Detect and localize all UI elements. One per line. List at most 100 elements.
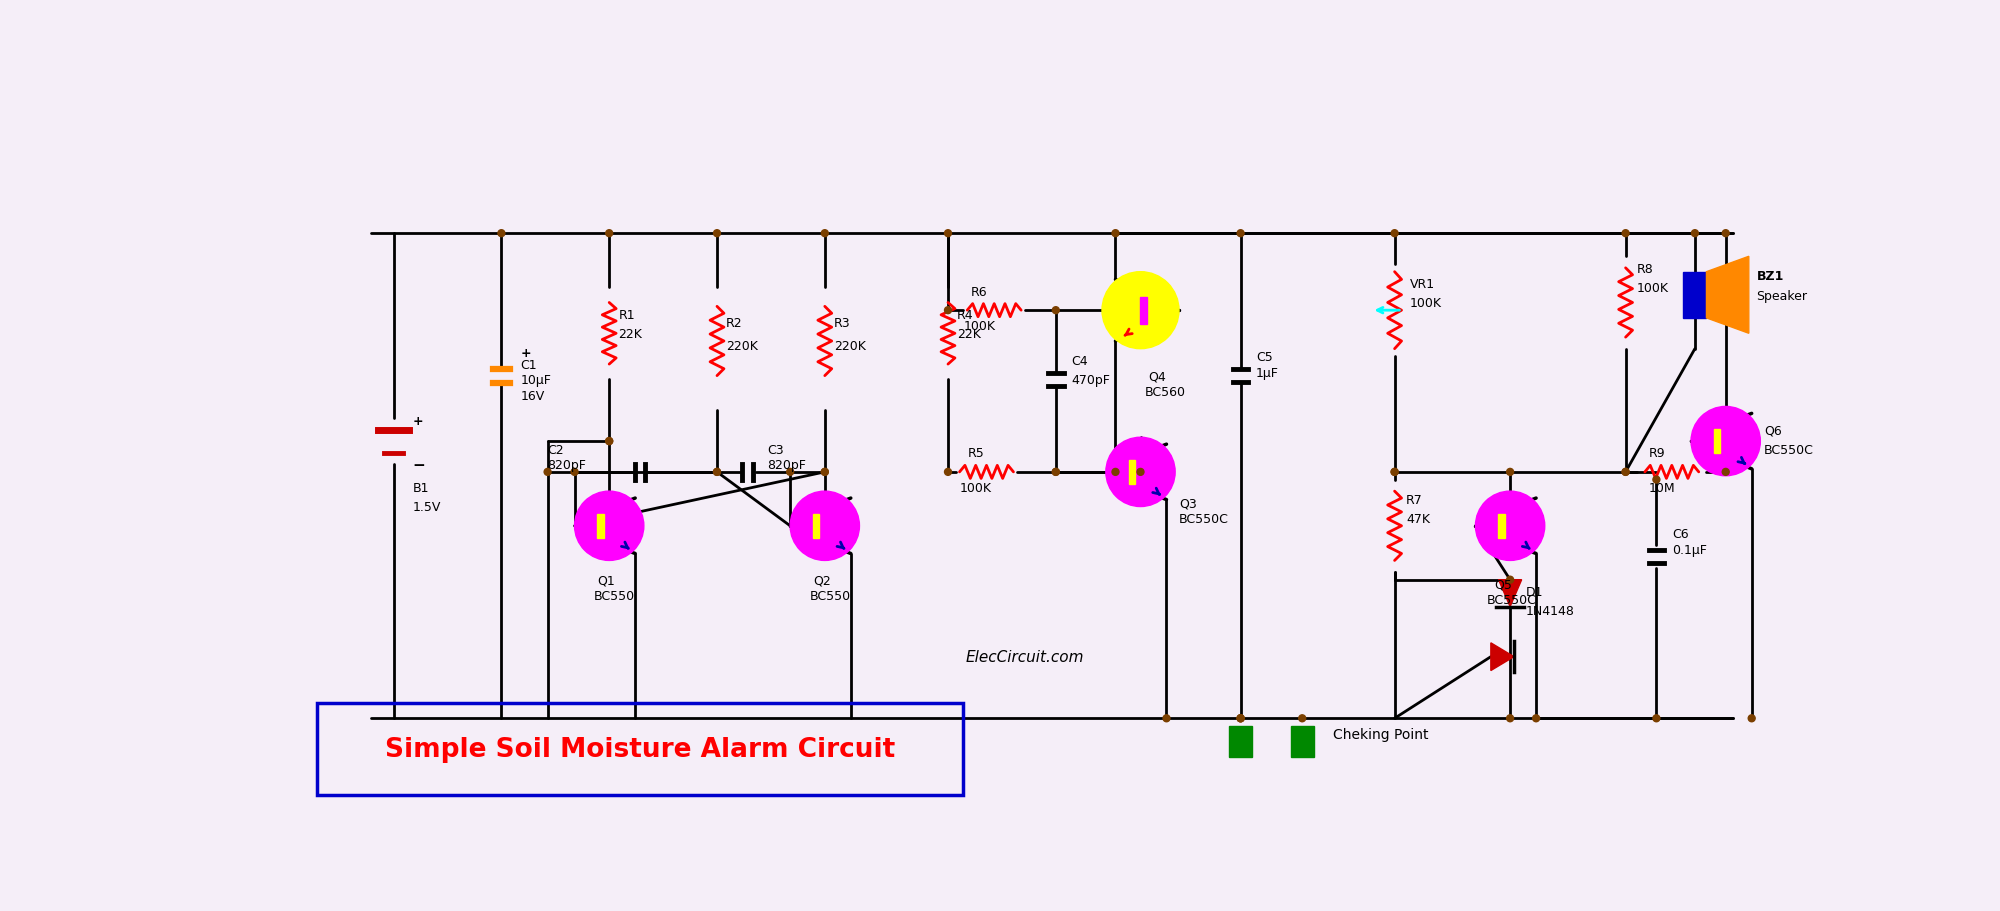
Text: Cheking Point: Cheking Point <box>1332 727 1428 741</box>
Circle shape <box>498 230 504 238</box>
Text: Q6: Q6 <box>1764 424 1782 437</box>
Ellipse shape <box>1102 272 1180 349</box>
Text: C5: C5 <box>1256 351 1272 363</box>
Text: B1: B1 <box>412 482 430 495</box>
Circle shape <box>1622 469 1630 476</box>
Text: BC550: BC550 <box>810 589 850 602</box>
Circle shape <box>1164 715 1170 722</box>
Text: Q2: Q2 <box>814 574 832 587</box>
Text: R9: R9 <box>1648 447 1666 460</box>
Circle shape <box>1112 230 1118 238</box>
Text: R3: R3 <box>834 316 850 329</box>
Text: C6: C6 <box>1672 527 1688 541</box>
Text: 100K: 100K <box>1410 297 1442 310</box>
Text: C3: C3 <box>768 443 784 456</box>
Bar <box>1128 460 1134 485</box>
Circle shape <box>786 469 794 476</box>
Text: 220K: 220K <box>834 339 866 353</box>
Text: 820pF: 820pF <box>768 458 806 472</box>
Text: R4: R4 <box>958 309 974 322</box>
Text: 820pF: 820pF <box>548 458 586 472</box>
Ellipse shape <box>1476 492 1544 561</box>
Circle shape <box>1298 715 1306 722</box>
Text: 1μF: 1μF <box>1256 366 1278 379</box>
Text: Simple Soil Moisture Alarm Circuit: Simple Soil Moisture Alarm Circuit <box>384 736 896 763</box>
Text: 100K: 100K <box>964 320 996 333</box>
Circle shape <box>606 230 612 238</box>
Circle shape <box>1238 230 1244 238</box>
Text: R6: R6 <box>972 285 988 299</box>
Text: 16V: 16V <box>520 389 544 403</box>
Circle shape <box>1238 715 1244 722</box>
Circle shape <box>1392 469 1398 476</box>
Bar <box>1140 297 1146 324</box>
Text: BC550C: BC550C <box>1764 443 1814 456</box>
Polygon shape <box>1706 257 1748 334</box>
Text: D1: D1 <box>1526 586 1544 599</box>
Text: Q1: Q1 <box>598 574 616 587</box>
Text: Q5: Q5 <box>1494 578 1512 590</box>
Circle shape <box>1748 715 1756 722</box>
Circle shape <box>822 469 828 476</box>
Text: ElecCircuit.com: ElecCircuit.com <box>966 650 1084 664</box>
Text: R2: R2 <box>726 316 742 329</box>
Circle shape <box>1622 230 1630 238</box>
Circle shape <box>1138 469 1144 476</box>
Circle shape <box>1622 469 1630 476</box>
Circle shape <box>606 438 612 445</box>
Text: BC560: BC560 <box>1144 385 1186 398</box>
Circle shape <box>1238 715 1244 722</box>
Circle shape <box>714 230 720 238</box>
Circle shape <box>1692 230 1698 238</box>
Text: R7: R7 <box>1406 493 1422 507</box>
Circle shape <box>544 469 552 476</box>
Text: Speaker: Speaker <box>1756 290 1808 302</box>
Text: R5: R5 <box>968 447 984 460</box>
Circle shape <box>1652 476 1660 484</box>
Text: VR1: VR1 <box>1410 278 1436 291</box>
Text: BC550C: BC550C <box>1180 512 1228 526</box>
Circle shape <box>1722 469 1730 476</box>
Text: 100K: 100K <box>960 482 992 495</box>
Circle shape <box>1652 715 1660 722</box>
Ellipse shape <box>790 492 860 561</box>
Bar <box>1290 726 1314 757</box>
Text: 220K: 220K <box>726 339 758 353</box>
Circle shape <box>944 230 952 238</box>
Text: 22K: 22K <box>618 328 642 341</box>
Text: 1.5V: 1.5V <box>412 501 442 514</box>
Text: BC550C: BC550C <box>1488 593 1536 606</box>
Text: R1: R1 <box>618 309 636 322</box>
Text: R8: R8 <box>1638 262 1654 275</box>
Bar <box>598 514 604 538</box>
Text: 470pF: 470pF <box>1072 374 1110 387</box>
Circle shape <box>1392 469 1398 476</box>
Circle shape <box>1506 577 1514 584</box>
Circle shape <box>1238 715 1244 722</box>
Text: 10μF: 10μF <box>520 374 552 387</box>
Text: −: − <box>412 457 426 472</box>
Ellipse shape <box>1106 438 1176 507</box>
Circle shape <box>822 469 828 476</box>
Text: C1: C1 <box>520 359 538 372</box>
Text: 22K: 22K <box>958 328 982 341</box>
Text: 0.1μF: 0.1μF <box>1672 543 1706 556</box>
Text: C2: C2 <box>548 443 564 456</box>
Ellipse shape <box>1692 407 1760 476</box>
Polygon shape <box>1498 580 1522 607</box>
Bar <box>1230 726 1252 757</box>
Circle shape <box>606 438 612 445</box>
Circle shape <box>1506 469 1514 476</box>
Bar <box>316 703 964 795</box>
Circle shape <box>1722 230 1730 238</box>
Circle shape <box>572 469 578 476</box>
Text: BC550: BC550 <box>594 589 634 602</box>
Bar <box>814 514 820 538</box>
Bar <box>1714 429 1720 454</box>
Circle shape <box>1112 469 1118 476</box>
Text: Q3: Q3 <box>1180 497 1196 510</box>
Circle shape <box>1532 715 1540 722</box>
Circle shape <box>714 469 720 476</box>
Text: C4: C4 <box>1072 354 1088 368</box>
Circle shape <box>944 307 952 314</box>
